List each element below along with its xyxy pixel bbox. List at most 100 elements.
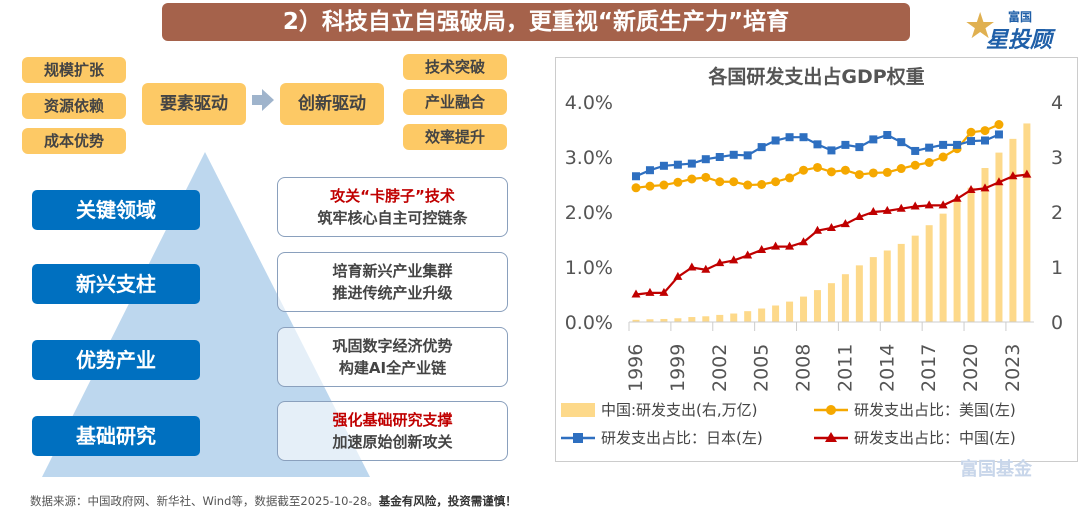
desc-line-1: 强化基础研究支撑 <box>332 411 453 429</box>
data-point <box>673 271 683 280</box>
legend-circle-marker-icon <box>814 404 848 415</box>
data-point <box>729 255 739 264</box>
pyramid-level-label: 基础研究 <box>32 416 200 456</box>
left-factor: 资源依赖 <box>22 93 126 119</box>
data-point <box>757 143 766 152</box>
data-point <box>1022 169 1032 178</box>
bar <box>1023 123 1031 322</box>
bar <box>995 152 1003 322</box>
data-point <box>994 177 1004 186</box>
data-point <box>938 200 948 209</box>
bar <box>911 235 919 322</box>
bar <box>702 316 710 322</box>
pyramid-level-desc: 强化基础研究支撑 加速原始创新攻关 <box>277 401 508 461</box>
data-point <box>826 167 836 177</box>
logo-top-text: 富国 <box>1008 10 1033 24</box>
desc-line-1: 巩固数字经济优势 <box>332 337 453 355</box>
data-point <box>743 180 753 190</box>
data-point <box>645 287 655 296</box>
x-tick-label: 2017 <box>918 344 940 392</box>
data-point <box>966 185 976 193</box>
bar <box>716 314 724 322</box>
desc-line-1: 攻关“卡脖子”技术 <box>330 187 455 205</box>
data-point <box>729 177 739 187</box>
data-point <box>673 160 682 169</box>
pyramid-level-label: 新兴支柱 <box>32 264 200 304</box>
footer-note: 数据来源：中国政府网、新华社、Wind等，数据截至2025-10-28。基金有风… <box>30 493 517 509</box>
legend-label: 研发支出占比：中国(左) <box>854 429 1016 447</box>
data-point <box>882 167 892 177</box>
data-point <box>980 126 990 136</box>
data-point <box>785 241 795 250</box>
data-point <box>924 158 934 167</box>
data-point <box>729 150 738 159</box>
data-point <box>994 130 1003 139</box>
pyramid-shape <box>42 152 370 477</box>
data-point <box>966 127 976 137</box>
data-point <box>826 222 836 231</box>
right-factor: 技术突破 <box>403 54 507 80</box>
data-point <box>981 136 989 145</box>
data-source: 数据来源：中国政府网、新华社、Wind等，数据截至2025-10-28。 <box>30 494 379 508</box>
desc-line-2: 构建AI全产业链 <box>338 359 447 377</box>
data-point <box>645 181 655 191</box>
legend-item: 研发支出占比：日本(左) <box>561 427 763 448</box>
bar <box>730 313 738 322</box>
bar <box>953 200 961 322</box>
y-left-tick-label: 1.0% <box>565 257 613 279</box>
x-tick-label: 2005 <box>751 344 773 392</box>
legend-label: 中国:研发支出(右,万亿) <box>601 401 758 419</box>
left-factor: 成本优势 <box>22 128 126 154</box>
data-point <box>771 241 781 250</box>
star-icon: ★ <box>964 6 997 47</box>
legend-bar-swatch <box>561 402 595 417</box>
legend-square-marker-icon <box>561 432 595 443</box>
data-point <box>743 151 752 160</box>
legend-triangle-marker-icon <box>814 431 848 442</box>
data-point <box>743 250 753 259</box>
data-point <box>631 289 641 298</box>
bar <box>939 213 947 322</box>
data-point <box>854 211 864 220</box>
data-point <box>812 162 822 172</box>
desc-line-1: 培育新兴产业集群 <box>332 262 453 280</box>
bar <box>869 257 877 322</box>
data-point <box>911 146 920 155</box>
bar <box>1009 138 1017 322</box>
factor-driven-box: 要素驱动 <box>142 83 246 125</box>
data-point <box>896 203 906 212</box>
data-point <box>673 177 683 187</box>
data-point <box>757 180 767 189</box>
y-right-tick-label: 1 <box>1051 257 1063 279</box>
data-point <box>645 166 654 175</box>
data-point <box>883 131 892 139</box>
bar <box>827 283 835 322</box>
data-point <box>952 193 962 202</box>
page-title: 2）科技自立自强破局，更重视“新质生产力”培育 <box>162 3 910 41</box>
bar <box>744 311 752 322</box>
bar <box>646 319 654 322</box>
data-point <box>687 174 697 184</box>
data-point <box>785 133 794 142</box>
innovation-driven-box: 创新驱动 <box>280 83 384 125</box>
brand-logo: ★ 富国 星投顾 <box>960 6 1070 53</box>
data-point <box>799 237 809 246</box>
data-point <box>841 140 850 149</box>
data-point <box>715 258 725 267</box>
legend-label: 研发支出占比：日本(左) <box>601 429 763 447</box>
data-point <box>910 201 920 210</box>
data-point <box>980 183 990 192</box>
data-point <box>687 159 696 168</box>
bar <box>772 305 780 322</box>
desc-line-2: 筑牢核心自主可控链条 <box>317 209 468 227</box>
y-left-tick-label: 4.0% <box>565 92 613 114</box>
data-point <box>953 140 962 149</box>
data-point <box>812 225 822 234</box>
bar <box>800 296 808 322</box>
left-factor: 规模扩张 <box>22 57 126 83</box>
data-point <box>631 183 641 193</box>
bar <box>660 318 668 322</box>
data-point <box>868 168 878 178</box>
x-tick-label: 1996 <box>625 344 647 392</box>
